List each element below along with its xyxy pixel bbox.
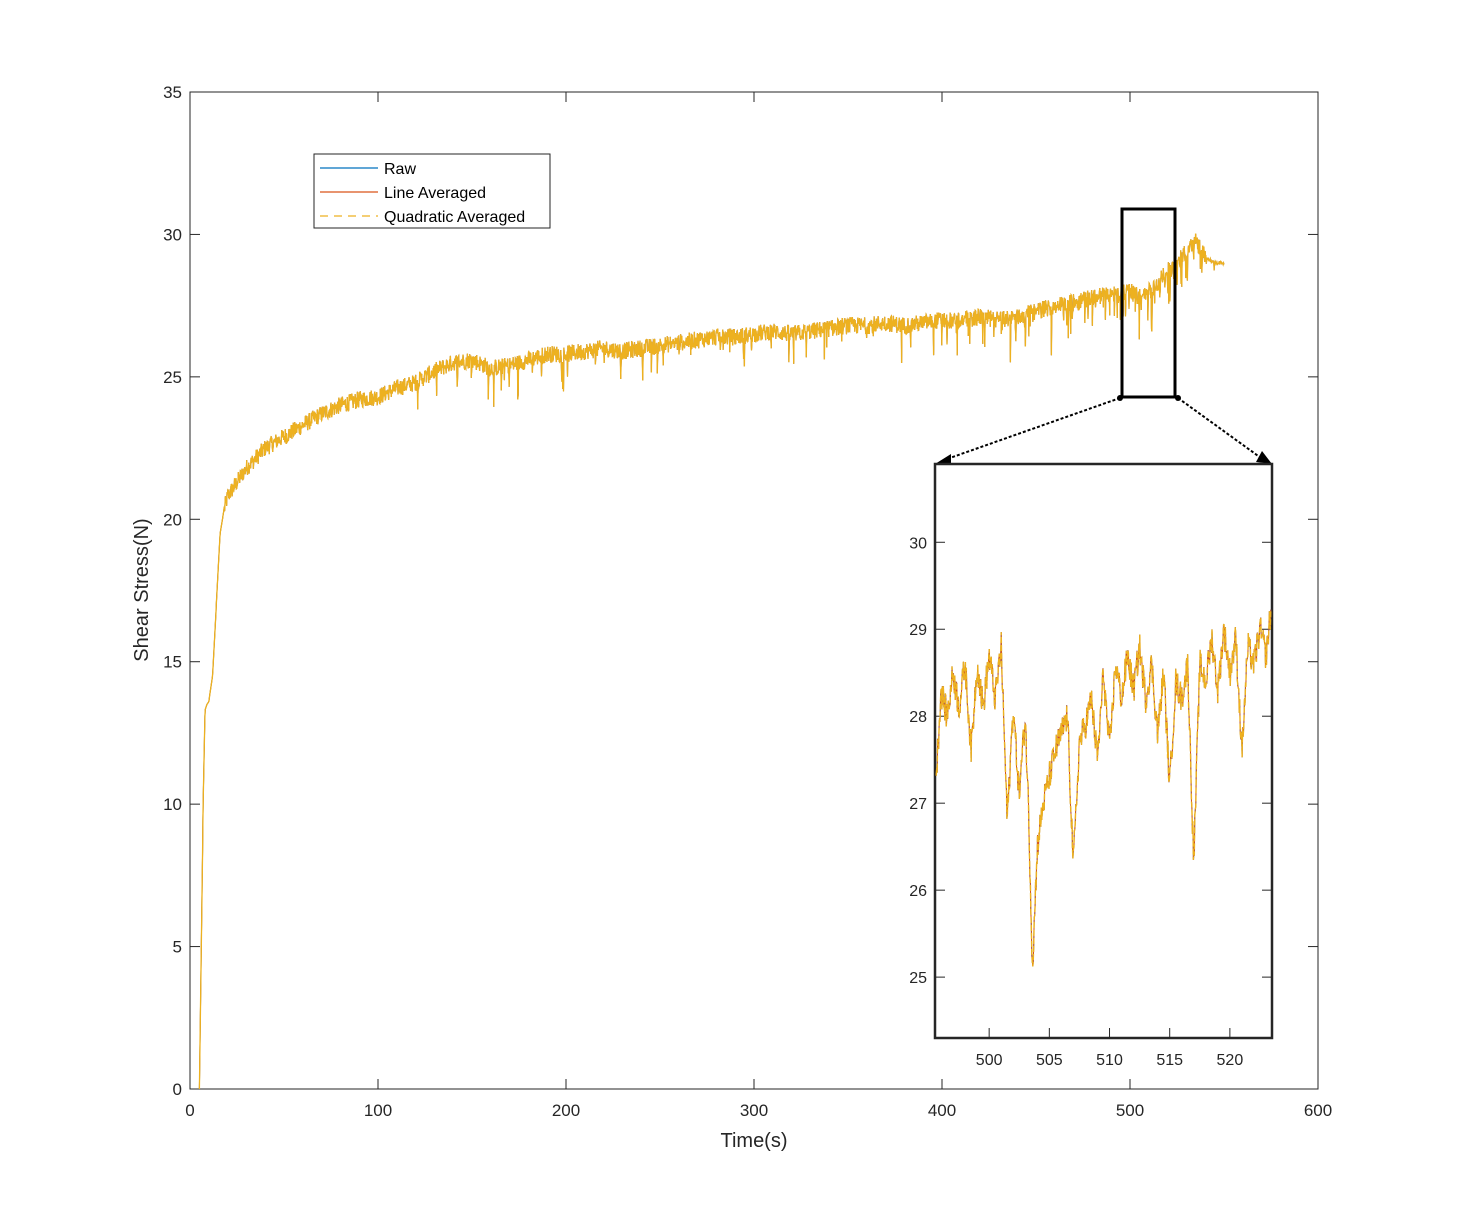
main-y-tick-label: 30 — [163, 225, 182, 244]
main-y-tick-label: 0 — [173, 1080, 182, 1099]
inset-y-tick-label: 30 — [909, 535, 927, 552]
inset-x-tick-label: 500 — [976, 1052, 1003, 1069]
main-x-tick-label: 200 — [552, 1101, 580, 1120]
inset-series-line-quadratic-averaged — [935, 609, 1272, 967]
legend-entry-raw: Raw — [320, 161, 416, 178]
main-y-tick-label: 15 — [163, 653, 182, 672]
series-line-quadratic-averaged — [198, 233, 1225, 1089]
inset-x-tick-label: 515 — [1156, 1052, 1183, 1069]
y-axis-title: Shear Stress(N) — [131, 518, 153, 661]
legend-label-raw: Raw — [384, 161, 416, 178]
legend-label-line-averaged: Line Averaged — [384, 185, 486, 202]
legend-label-quadratic-averaged: Quadratic Averaged — [384, 209, 525, 226]
inset-y-tick-label: 27 — [909, 796, 927, 813]
main-y-tick-label: 5 — [173, 938, 182, 957]
connector-left — [946, 397, 1121, 460]
main-y-tick-label: 35 — [163, 83, 182, 102]
main-plot-area — [198, 233, 1225, 1089]
inset-axes-box — [933, 462, 1274, 1040]
inset-axis-ticks: 500 505 510 515 520 25 26 27 28 29 30 — [909, 535, 1272, 1069]
legend-entry-line-averaged: Line Averaged — [320, 185, 486, 202]
inset-x-tick-label: 520 — [1217, 1052, 1244, 1069]
inset-y-tick-label: 25 — [909, 970, 927, 987]
main-x-tick-label: 500 — [1116, 1101, 1144, 1120]
main-x-tick-label: 100 — [364, 1101, 392, 1120]
inset-y-tick-label: 29 — [909, 622, 927, 639]
legend-entry-quadratic-averaged: Quadratic Averaged — [320, 209, 525, 226]
main-x-tick-label: 0 — [185, 1101, 194, 1120]
main-x-tick-label: 400 — [928, 1101, 956, 1120]
main-x-tick-label: 600 — [1304, 1101, 1332, 1120]
legend: Raw Line Averaged Quadratic Averaged — [313, 153, 551, 229]
x-axis-title: Time(s) — [720, 1130, 787, 1152]
connector-right — [1177, 397, 1262, 459]
connector-right-arrowhead — [1256, 451, 1272, 464]
inset-y-tick-label: 28 — [909, 709, 927, 726]
inset-x-tick-label: 505 — [1036, 1052, 1063, 1069]
connector-left-arrowhead — [935, 454, 951, 465]
zoom-region-box — [1120, 207, 1177, 399]
main-x-tick-label: 300 — [740, 1101, 768, 1120]
inset-y-tick-label: 26 — [909, 883, 927, 900]
main-y-tick-label: 20 — [163, 510, 182, 529]
main-y-tick-label: 25 — [163, 368, 182, 387]
zoom-connectors — [935, 395, 1272, 465]
inset-x-tick-label: 510 — [1096, 1052, 1123, 1069]
inset-plot-area — [935, 609, 1272, 967]
main-y-tick-label: 10 — [163, 795, 182, 814]
